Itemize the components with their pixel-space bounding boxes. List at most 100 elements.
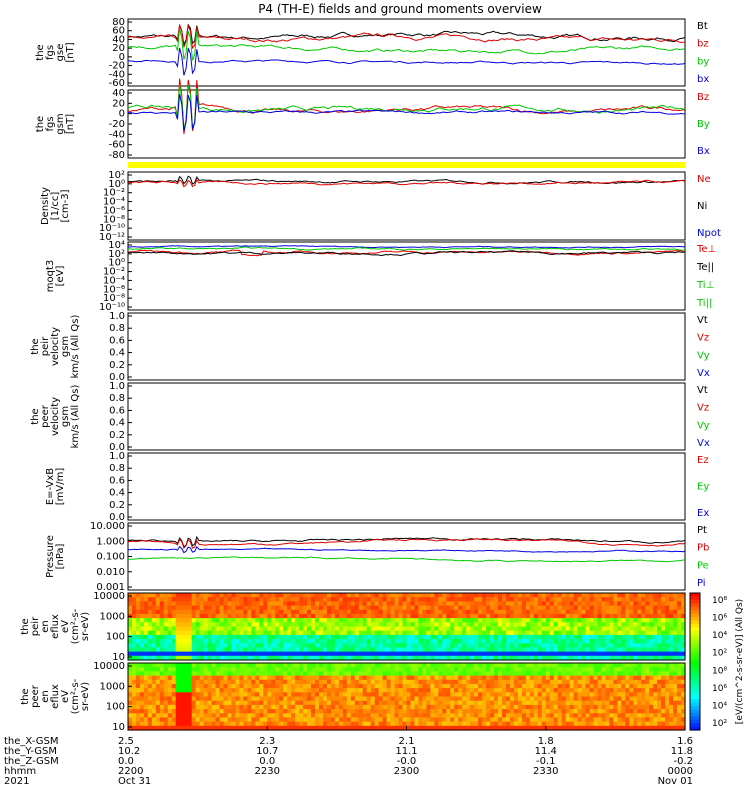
spectrogram-cell bbox=[454, 601, 459, 607]
spectrogram-cell bbox=[219, 597, 225, 602]
spectrogram-cell bbox=[613, 692, 618, 698]
spectrogram-cell bbox=[605, 696, 610, 702]
spectrogram-cell bbox=[155, 721, 161, 727]
spectrogram-cell bbox=[386, 675, 392, 681]
spectrogram-cell bbox=[167, 696, 173, 702]
spectrogram-cell bbox=[223, 709, 229, 714]
spectrogram-cell bbox=[478, 639, 483, 644]
spectrogram-cell bbox=[549, 643, 555, 649]
spectrogram-cell bbox=[553, 704, 559, 710]
spectrogram-cell bbox=[537, 597, 543, 602]
y-tick-label: 0 bbox=[119, 52, 125, 63]
spectrogram-cell bbox=[581, 651, 587, 657]
spectrogram-cell bbox=[199, 679, 205, 685]
spectrogram-cell bbox=[394, 696, 400, 702]
spectrogram-cell bbox=[494, 634, 499, 640]
spectrogram-cell bbox=[669, 663, 674, 668]
colorbar-step bbox=[690, 685, 700, 690]
spectrogram-cell bbox=[426, 709, 431, 714]
spectrogram-cell bbox=[211, 593, 217, 598]
spectrogram-cell bbox=[247, 671, 252, 677]
spectrogram-cell bbox=[450, 709, 455, 714]
spectrogram-cell bbox=[251, 593, 256, 598]
spectrogram-cell bbox=[195, 663, 201, 668]
spectrogram-cell bbox=[549, 639, 555, 644]
spectrogram-cell bbox=[422, 647, 427, 653]
spectrogram-cell bbox=[454, 667, 459, 672]
x-tick-label: 0.0 bbox=[118, 756, 134, 767]
spectrogram-cell bbox=[625, 717, 630, 723]
spectrogram-cell bbox=[338, 622, 344, 628]
spectrogram-cell bbox=[589, 618, 595, 623]
colorbar-step bbox=[690, 617, 700, 621]
spectrogram-cell bbox=[513, 692, 519, 698]
spectrogram-cell bbox=[151, 675, 157, 681]
spectrogram-cell bbox=[227, 651, 233, 657]
spectrogram-cell bbox=[529, 692, 535, 698]
spectrogram-cell bbox=[179, 675, 185, 681]
spectrogram-cell bbox=[307, 597, 312, 602]
spectrogram-cell bbox=[231, 647, 236, 653]
spectrogram-cell bbox=[573, 679, 579, 685]
spectrogram-cell bbox=[342, 671, 348, 677]
spectrogram-cell bbox=[143, 613, 149, 619]
spectrogram-cell bbox=[410, 643, 416, 649]
spectrogram-cell bbox=[502, 651, 507, 657]
spectrogram-cell bbox=[482, 655, 487, 661]
spectrogram-cell bbox=[478, 622, 483, 628]
spectrogram-cell bbox=[549, 721, 555, 727]
spectrogram-cell bbox=[498, 643, 503, 649]
spectrogram-cell bbox=[585, 688, 591, 693]
spectrogram-cell bbox=[366, 696, 372, 702]
spectrogram-cell bbox=[235, 700, 240, 706]
spectrogram-cell bbox=[319, 713, 324, 719]
spectrogram-cell bbox=[637, 696, 642, 702]
spectrogram-cell bbox=[466, 692, 471, 698]
spectrogram-cell bbox=[577, 696, 583, 702]
spectrogram-cell bbox=[271, 605, 276, 611]
spectrogram-cell bbox=[581, 721, 587, 727]
spectrogram-cell bbox=[291, 717, 296, 723]
spectrogram-cell bbox=[132, 696, 137, 702]
spectrogram-cell bbox=[370, 639, 376, 644]
spectrogram-cell bbox=[509, 721, 515, 727]
spectrogram-cell bbox=[350, 647, 356, 653]
spectrogram-cell bbox=[434, 643, 439, 649]
spectrogram-cell bbox=[406, 634, 412, 640]
spectrogram-cell bbox=[565, 597, 571, 602]
spectrogram-cell bbox=[378, 725, 384, 731]
spectrogram-cell bbox=[557, 663, 563, 668]
spectrogram-cell bbox=[283, 675, 288, 681]
spectrogram-cell bbox=[402, 713, 408, 719]
spectrogram-cell bbox=[155, 609, 161, 615]
spectrogram-cell bbox=[434, 634, 439, 640]
spectrogram-cell bbox=[541, 639, 547, 644]
spectrogram-cell bbox=[474, 704, 479, 710]
spectrogram-cell bbox=[203, 634, 209, 640]
spectrogram-cell bbox=[645, 639, 650, 644]
spectrogram-cell bbox=[525, 688, 531, 693]
spectrogram-cell bbox=[283, 609, 288, 615]
spectrogram-cell bbox=[653, 634, 658, 640]
spectrogram-cell bbox=[223, 655, 229, 661]
spectrogram-cell bbox=[159, 675, 165, 681]
spectrogram-cell bbox=[462, 601, 467, 607]
spectrogram-cell bbox=[498, 721, 503, 727]
spectrogram-cell bbox=[323, 688, 328, 693]
spectrogram-cell bbox=[374, 639, 380, 644]
spectrogram-cell bbox=[330, 609, 336, 615]
spectrogram-cell bbox=[645, 700, 650, 706]
spectrogram-cell bbox=[541, 593, 547, 598]
spectrogram-cell bbox=[529, 626, 535, 632]
spectrogram-cell bbox=[147, 651, 153, 657]
spectrogram-cell bbox=[136, 663, 141, 668]
spectrogram-cell bbox=[342, 597, 348, 602]
spectrogram-cell bbox=[426, 683, 431, 689]
spectrogram-cell bbox=[502, 679, 507, 685]
spectrogram-cell bbox=[366, 700, 372, 706]
spectrogram-cell bbox=[167, 609, 173, 615]
spectrogram-cell bbox=[613, 667, 618, 672]
spectrogram-cell bbox=[259, 601, 264, 607]
panel-frame bbox=[127, 89, 686, 159]
spectrogram-cell bbox=[299, 647, 304, 653]
